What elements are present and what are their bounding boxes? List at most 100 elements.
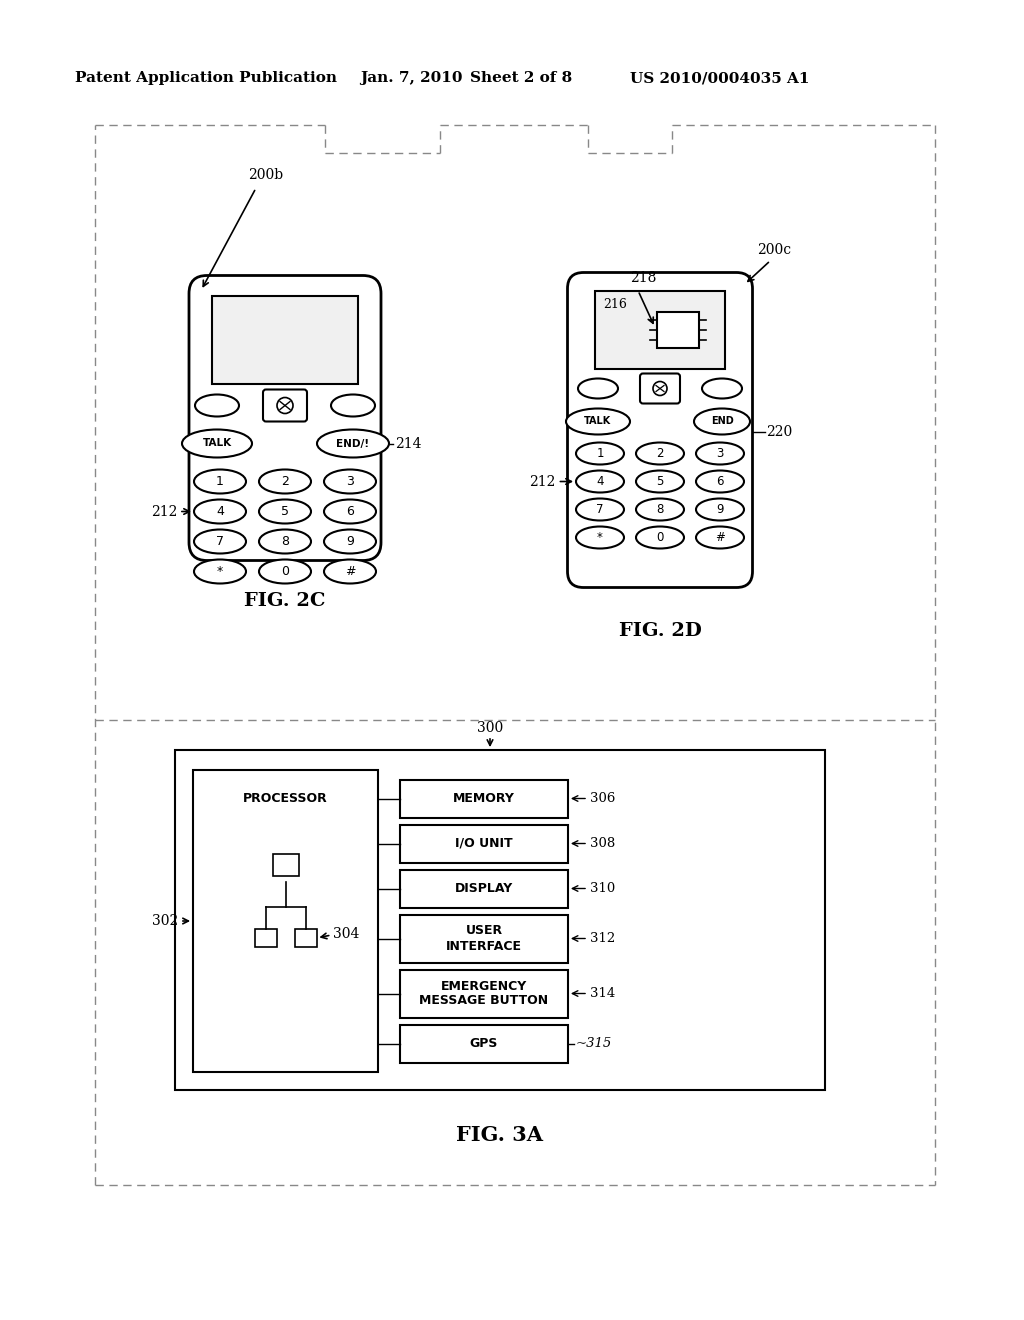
Text: FIG. 3A: FIG. 3A: [457, 1125, 544, 1144]
Ellipse shape: [194, 560, 246, 583]
Text: 310: 310: [590, 882, 615, 895]
Text: 3: 3: [717, 447, 724, 459]
Ellipse shape: [194, 470, 246, 494]
Text: MEMORY: MEMORY: [453, 792, 515, 805]
Text: 6: 6: [716, 475, 724, 488]
Text: 2: 2: [281, 475, 289, 488]
Text: 200b: 200b: [248, 168, 283, 182]
Text: END/!: END/!: [337, 438, 370, 449]
Ellipse shape: [578, 379, 618, 399]
Text: Jan. 7, 2010: Jan. 7, 2010: [360, 71, 463, 84]
Ellipse shape: [566, 408, 630, 434]
FancyBboxPatch shape: [567, 272, 753, 587]
Text: 0: 0: [281, 565, 289, 578]
Bar: [175, 750, 825, 1090]
Text: I/O UNIT: I/O UNIT: [456, 837, 513, 850]
Ellipse shape: [636, 499, 684, 520]
Text: 308: 308: [590, 837, 615, 850]
Text: 216: 216: [603, 298, 627, 312]
Bar: [400, 1024, 568, 1063]
Text: *: *: [217, 565, 223, 578]
Ellipse shape: [194, 529, 246, 553]
Text: #: #: [345, 565, 355, 578]
Text: END: END: [711, 417, 733, 426]
Text: 0: 0: [656, 531, 664, 544]
Ellipse shape: [324, 470, 376, 494]
Text: 200c: 200c: [758, 243, 792, 257]
FancyBboxPatch shape: [189, 276, 381, 561]
Ellipse shape: [696, 442, 744, 465]
Bar: [400, 915, 568, 962]
Ellipse shape: [636, 527, 684, 549]
Text: USER
INTERFACE: USER INTERFACE: [446, 924, 522, 953]
Text: ~315: ~315: [575, 1038, 612, 1049]
Text: 1: 1: [596, 447, 604, 459]
Ellipse shape: [696, 470, 744, 492]
Bar: [657, 312, 699, 347]
FancyBboxPatch shape: [263, 389, 307, 421]
Text: FIG. 2C: FIG. 2C: [245, 593, 326, 610]
Text: TALK: TALK: [203, 438, 231, 449]
Text: 5: 5: [656, 475, 664, 488]
Ellipse shape: [317, 429, 389, 458]
Ellipse shape: [331, 395, 375, 417]
Text: 306: 306: [590, 792, 615, 805]
Text: 212: 212: [151, 504, 177, 519]
Ellipse shape: [194, 499, 246, 524]
Ellipse shape: [195, 395, 239, 417]
Text: 6: 6: [346, 506, 354, 517]
Text: 312: 312: [590, 932, 615, 945]
Text: #: #: [715, 531, 725, 544]
Text: Sheet 2 of 8: Sheet 2 of 8: [470, 71, 572, 84]
Ellipse shape: [324, 529, 376, 553]
Ellipse shape: [702, 379, 742, 399]
Ellipse shape: [575, 470, 624, 492]
Text: 7: 7: [596, 503, 604, 516]
Text: *: *: [597, 531, 603, 544]
Text: 5: 5: [281, 506, 289, 517]
Text: FIG. 2D: FIG. 2D: [618, 623, 701, 640]
Bar: [595, 290, 725, 368]
Ellipse shape: [575, 527, 624, 549]
Text: 7: 7: [216, 535, 224, 548]
Text: 9: 9: [716, 503, 724, 516]
Text: EMERGENCY
MESSAGE BUTTON: EMERGENCY MESSAGE BUTTON: [420, 979, 549, 1007]
Text: Patent Application Publication: Patent Application Publication: [75, 71, 337, 84]
Text: 304: 304: [334, 927, 359, 941]
Bar: [212, 296, 358, 384]
Text: 314: 314: [590, 987, 615, 1001]
Ellipse shape: [324, 560, 376, 583]
Text: TALK: TALK: [585, 417, 611, 426]
Text: GPS: GPS: [470, 1038, 499, 1049]
Ellipse shape: [259, 529, 311, 553]
Ellipse shape: [575, 442, 624, 465]
Text: 4: 4: [216, 506, 224, 517]
Ellipse shape: [324, 499, 376, 524]
Text: 8: 8: [656, 503, 664, 516]
Ellipse shape: [182, 429, 252, 458]
Text: 218: 218: [630, 272, 656, 285]
Text: US 2010/0004035 A1: US 2010/0004035 A1: [630, 71, 810, 84]
Ellipse shape: [259, 560, 311, 583]
Text: PROCESSOR: PROCESSOR: [243, 792, 328, 805]
Text: 300: 300: [477, 721, 503, 735]
Ellipse shape: [259, 470, 311, 494]
Text: 4: 4: [596, 475, 604, 488]
Text: 214: 214: [395, 437, 422, 450]
Bar: [400, 870, 568, 908]
FancyBboxPatch shape: [640, 374, 680, 404]
Text: 2: 2: [656, 447, 664, 459]
Ellipse shape: [694, 408, 750, 434]
Ellipse shape: [696, 499, 744, 520]
Bar: [255, 929, 276, 946]
Text: 1: 1: [216, 475, 224, 488]
Bar: [400, 825, 568, 862]
Text: 212: 212: [529, 474, 555, 488]
Ellipse shape: [636, 442, 684, 465]
Text: 302: 302: [152, 913, 178, 928]
Bar: [295, 929, 316, 946]
Bar: [400, 780, 568, 817]
Bar: [400, 969, 568, 1018]
Bar: [193, 770, 378, 1072]
Ellipse shape: [259, 499, 311, 524]
